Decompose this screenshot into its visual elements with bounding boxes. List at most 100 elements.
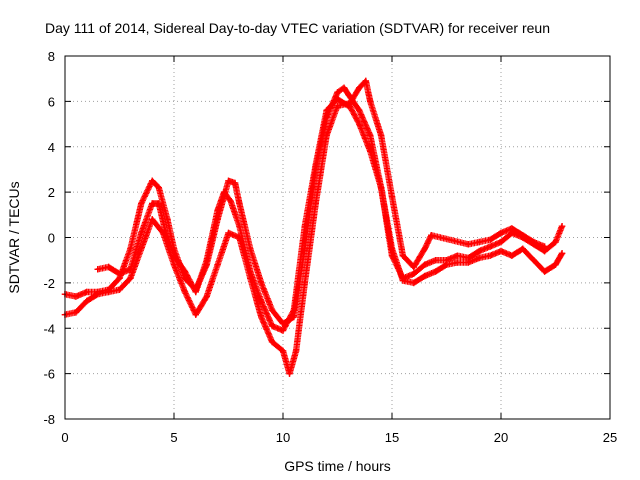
data-point — [227, 198, 234, 205]
data-point — [530, 238, 537, 246]
data-point — [345, 102, 352, 110]
data-point — [149, 200, 156, 207]
series-markers — [61, 84, 566, 327]
data-point — [356, 84, 363, 91]
data-point — [258, 313, 265, 321]
y-tick-label: -4 — [43, 321, 55, 336]
data-point — [552, 238, 559, 246]
data-point — [258, 279, 265, 287]
data-point — [83, 288, 90, 296]
data-point — [432, 268, 439, 275]
series-track-C — [94, 77, 548, 334]
data-point — [345, 91, 352, 98]
data-point — [508, 225, 516, 232]
data-point — [367, 132, 374, 139]
data-point — [421, 272, 428, 280]
data-point — [356, 107, 363, 114]
data-point — [541, 243, 548, 250]
x-axis-label: GPS time / hours — [284, 458, 391, 474]
data-point — [312, 161, 319, 169]
data-point — [486, 236, 494, 243]
data-point — [268, 338, 276, 346]
data-point — [454, 259, 461, 266]
data-point — [388, 193, 396, 200]
data-point — [236, 200, 243, 207]
data-point — [334, 95, 341, 103]
data-point — [94, 266, 101, 273]
data-point — [170, 261, 178, 268]
data-point — [340, 84, 348, 91]
data-point — [214, 207, 221, 214]
x-tick-label: 10 — [276, 430, 290, 445]
y-tick-label: 4 — [48, 140, 55, 155]
data-point — [72, 293, 80, 300]
data-point — [268, 306, 276, 314]
axis-ticks: 0 5 10 15 20 25 -8 -6 -4 -2 0 2 4 6 8 — [43, 49, 617, 445]
x-tick-label: 25 — [603, 430, 617, 445]
data-point — [138, 245, 145, 253]
data-point — [541, 268, 548, 275]
data-point — [552, 261, 559, 268]
data-point — [432, 256, 439, 264]
data-point — [334, 102, 341, 110]
data-point — [155, 200, 162, 207]
data-point — [454, 252, 461, 259]
data-point — [476, 247, 483, 255]
data-point — [476, 238, 483, 246]
data-point — [558, 250, 566, 257]
data-point — [192, 311, 199, 318]
data-point — [323, 107, 330, 114]
data-point — [497, 238, 505, 246]
data-point — [127, 275, 134, 282]
data-point — [356, 120, 363, 128]
data-point — [138, 200, 145, 207]
data-point — [497, 229, 505, 237]
data-point — [421, 245, 428, 253]
data-point — [530, 256, 537, 264]
data-point — [377, 132, 385, 139]
data-point — [116, 270, 123, 277]
data-point — [268, 322, 276, 330]
data-point — [162, 227, 169, 234]
data-point — [486, 243, 494, 250]
data-point — [301, 222, 308, 230]
data-point — [214, 261, 221, 268]
chart-title: Day 111 of 2014, Sidereal Day-to-day VTE… — [45, 20, 550, 36]
plot-area — [61, 77, 566, 377]
y-tick-label: -8 — [43, 412, 55, 427]
data-point — [334, 89, 341, 96]
y-tick-label: 2 — [48, 185, 55, 200]
data-point — [362, 77, 370, 85]
data-point — [519, 245, 526, 253]
data-point — [465, 259, 472, 266]
data-point — [367, 148, 374, 155]
data-point — [290, 306, 298, 314]
data-point — [508, 252, 516, 259]
series-track-A — [61, 84, 566, 327]
data-point — [220, 188, 228, 196]
data-point — [149, 216, 156, 223]
data-point — [486, 252, 494, 259]
data-point — [399, 252, 407, 259]
data-point — [292, 347, 300, 355]
data-point — [192, 288, 199, 296]
y-tick-label: 8 — [48, 49, 55, 64]
y-tick-label: -6 — [43, 367, 55, 382]
data-point — [388, 245, 396, 253]
data-point — [225, 177, 232, 184]
data-point — [279, 327, 287, 334]
data-point — [312, 200, 319, 207]
y-axis-label: SDTVAR / TECUs — [6, 181, 22, 293]
data-point — [127, 245, 134, 253]
data-point — [72, 309, 80, 316]
data-point — [558, 222, 566, 230]
data-point — [519, 232, 526, 239]
plot-frame — [64, 55, 611, 420]
data-point — [367, 98, 374, 105]
data-point — [155, 184, 162, 191]
data-point — [203, 293, 210, 300]
data-point — [149, 177, 156, 184]
data-point — [181, 268, 189, 275]
x-tick-label: 5 — [170, 430, 177, 445]
